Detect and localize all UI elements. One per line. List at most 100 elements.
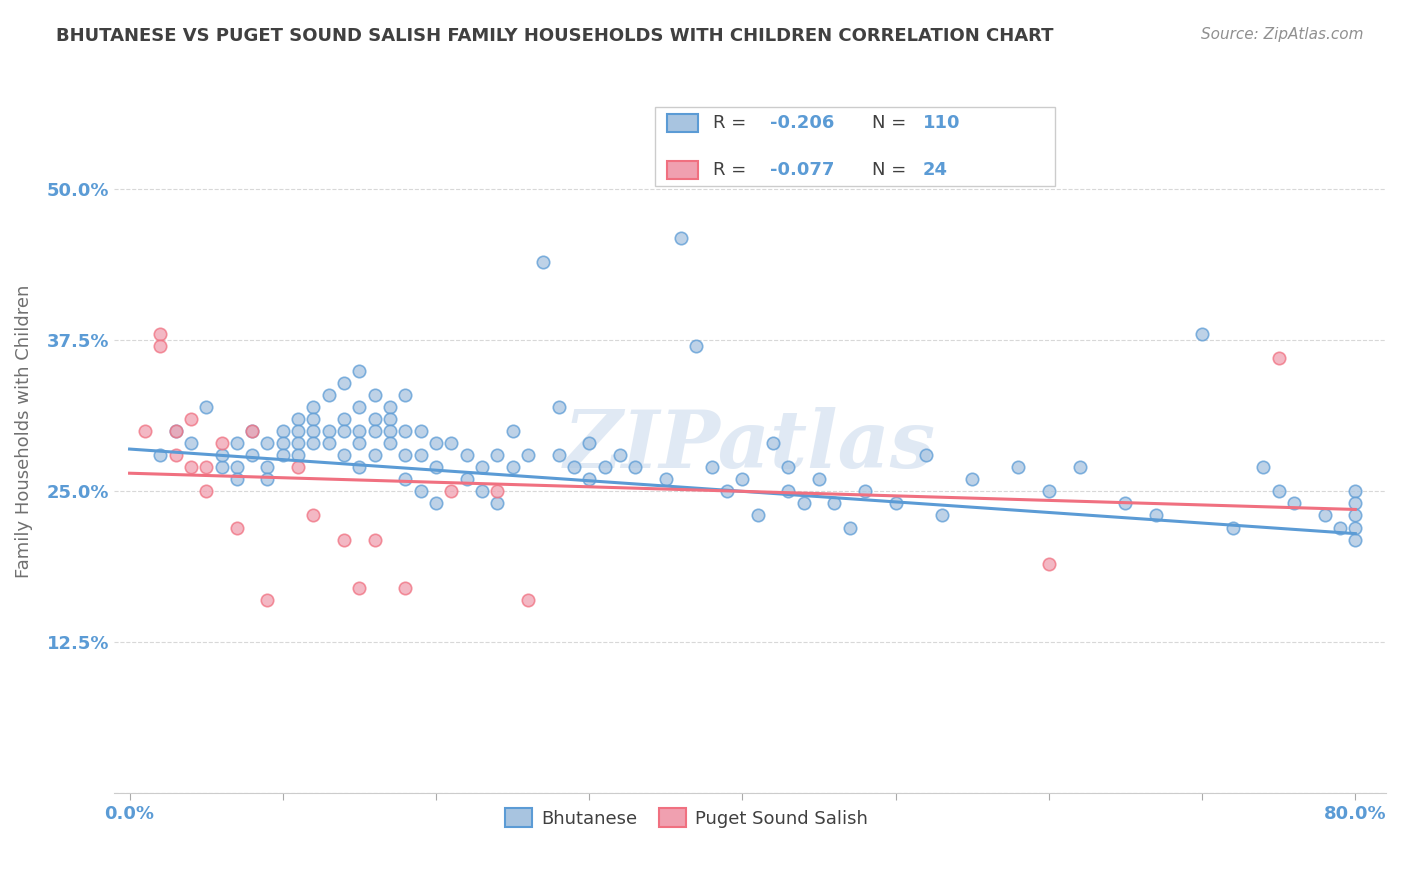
Point [502, 424, 524, 438]
Point [1038, 484, 1060, 499]
Point [364, 448, 387, 462]
Point [333, 424, 356, 438]
FancyBboxPatch shape [655, 107, 1056, 186]
Point [578, 436, 600, 450]
Y-axis label: Family Households with Children: Family Households with Children [15, 285, 32, 578]
Text: 24: 24 [924, 161, 948, 179]
Point [1329, 520, 1351, 534]
Point [302, 412, 325, 426]
Point [302, 508, 325, 523]
Text: BHUTANESE VS PUGET SOUND SALISH FAMILY HOUSEHOLDS WITH CHILDREN CORRELATION CHAR: BHUTANESE VS PUGET SOUND SALISH FAMILY H… [56, 27, 1053, 45]
Point [318, 436, 340, 450]
Point [271, 448, 294, 462]
Point [302, 424, 325, 438]
Point [838, 520, 860, 534]
Point [1038, 557, 1060, 571]
Point [1222, 520, 1244, 534]
Point [165, 424, 187, 438]
Point [547, 448, 569, 462]
Point [180, 460, 202, 475]
Point [333, 533, 356, 547]
Point [333, 412, 356, 426]
Point [471, 484, 494, 499]
Point [211, 460, 233, 475]
Point [394, 472, 416, 486]
Point [486, 448, 509, 462]
FancyBboxPatch shape [668, 161, 697, 178]
Point [747, 508, 769, 523]
Point [425, 436, 447, 450]
Point [456, 448, 478, 462]
Point [778, 460, 800, 475]
Point [240, 424, 263, 438]
Point [486, 496, 509, 510]
Text: ZIPatlas: ZIPatlas [564, 407, 936, 484]
Point [425, 460, 447, 475]
Point [700, 460, 723, 475]
Point [1344, 533, 1367, 547]
Point [349, 424, 371, 438]
Point [256, 460, 278, 475]
Point [287, 448, 309, 462]
Point [149, 327, 172, 342]
Point [394, 448, 416, 462]
Point [364, 424, 387, 438]
Point [165, 448, 187, 462]
Text: N =: N = [872, 161, 912, 179]
Point [302, 436, 325, 450]
Point [211, 448, 233, 462]
Point [349, 363, 371, 377]
Point [287, 436, 309, 450]
Point [1267, 351, 1289, 366]
Point [225, 460, 247, 475]
Point [516, 448, 538, 462]
Point [149, 339, 172, 353]
Point [425, 496, 447, 510]
Point [762, 436, 785, 450]
Point [180, 412, 202, 426]
Point [318, 387, 340, 401]
Point [134, 424, 156, 438]
Point [962, 472, 984, 486]
FancyBboxPatch shape [668, 114, 697, 132]
Point [394, 424, 416, 438]
Point [578, 472, 600, 486]
Text: -0.077: -0.077 [770, 161, 835, 179]
Point [349, 460, 371, 475]
Point [456, 472, 478, 486]
Point [1344, 484, 1367, 499]
Text: 110: 110 [924, 114, 960, 132]
Point [562, 460, 585, 475]
Point [287, 424, 309, 438]
Point [378, 424, 401, 438]
Point [915, 448, 938, 462]
Point [349, 581, 371, 595]
Legend: Bhutanese, Puget Sound Salish: Bhutanese, Puget Sound Salish [498, 801, 875, 835]
Point [516, 593, 538, 607]
Point [716, 484, 738, 499]
Point [1344, 520, 1367, 534]
Point [1253, 460, 1275, 475]
Point [793, 496, 815, 510]
Point [655, 472, 678, 486]
Point [486, 484, 509, 499]
Point [394, 581, 416, 595]
Point [195, 400, 218, 414]
Point [287, 412, 309, 426]
Point [471, 460, 494, 475]
Point [884, 496, 907, 510]
Point [1313, 508, 1336, 523]
Point [378, 436, 401, 450]
Point [823, 496, 845, 510]
Point [211, 436, 233, 450]
Point [531, 255, 554, 269]
Point [333, 376, 356, 390]
Point [225, 520, 247, 534]
Text: -0.206: -0.206 [770, 114, 835, 132]
Point [1114, 496, 1136, 510]
Point [349, 400, 371, 414]
Point [271, 436, 294, 450]
Point [547, 400, 569, 414]
Point [1191, 327, 1213, 342]
Point [149, 448, 172, 462]
